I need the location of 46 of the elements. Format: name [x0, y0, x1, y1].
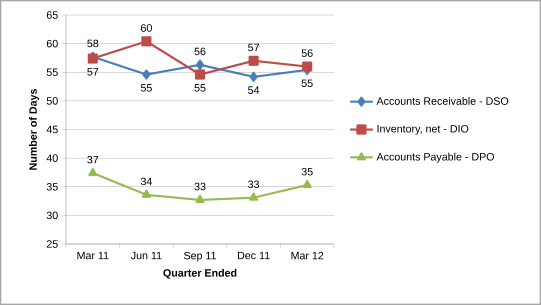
y-axis-title: Number of Days: [28, 89, 39, 170]
y-tick-label: 40: [46, 154, 58, 162]
data-label: 57: [87, 68, 98, 76]
legend-label: Accounts Receivable - DSO: [376, 96, 508, 105]
legend-label: Accounts Payable - DPO: [376, 152, 494, 163]
data-label: 56: [302, 49, 313, 57]
data-label: 57: [248, 44, 259, 52]
y-tick-label: 30: [46, 212, 58, 220]
point: [88, 168, 98, 176]
data-label: 33: [194, 182, 206, 190]
x-tick-label: Sep 11: [184, 252, 216, 262]
point: [142, 69, 150, 80]
data-label: 55: [302, 80, 313, 88]
x-tick-label: Jun 11: [130, 252, 162, 260]
point: [250, 72, 258, 82]
point: [302, 61, 312, 72]
point: [302, 180, 312, 188]
data-label: 54: [248, 86, 260, 94]
data-label: 37: [87, 156, 98, 164]
y-tick-label: 45: [46, 126, 58, 134]
y-tick-label: 25: [46, 240, 58, 248]
data-label: 35: [302, 168, 313, 176]
point: [141, 36, 152, 46]
point: [194, 69, 206, 80]
data-label: 58: [87, 40, 98, 48]
x-tick-label: Dec 11: [238, 252, 270, 260]
data-label: 33: [248, 180, 260, 188]
data-label: 56: [194, 48, 206, 56]
y-tick-label: 50: [46, 97, 58, 105]
x-tick-label: Mar 12: [291, 252, 324, 260]
data-label: 60: [141, 24, 152, 32]
point: [248, 56, 259, 66]
y-tick-label: 60: [46, 40, 58, 48]
y-tick-label: 35: [46, 182, 58, 191]
point: [142, 190, 151, 198]
point: [196, 60, 204, 70]
x-tick-label: Mar 11: [77, 252, 108, 260]
legend-label: Inventory, net - DIO: [378, 124, 468, 135]
y-tick-label: 65: [46, 11, 58, 19]
y-tick-label: 55: [46, 68, 58, 76]
point: [195, 194, 205, 203]
data-label: 55: [140, 84, 152, 92]
x-axis-title: Quarter Ended: [163, 268, 236, 279]
point: [249, 192, 258, 201]
data-label: 55: [194, 84, 206, 92]
data-label: 34: [140, 178, 152, 186]
